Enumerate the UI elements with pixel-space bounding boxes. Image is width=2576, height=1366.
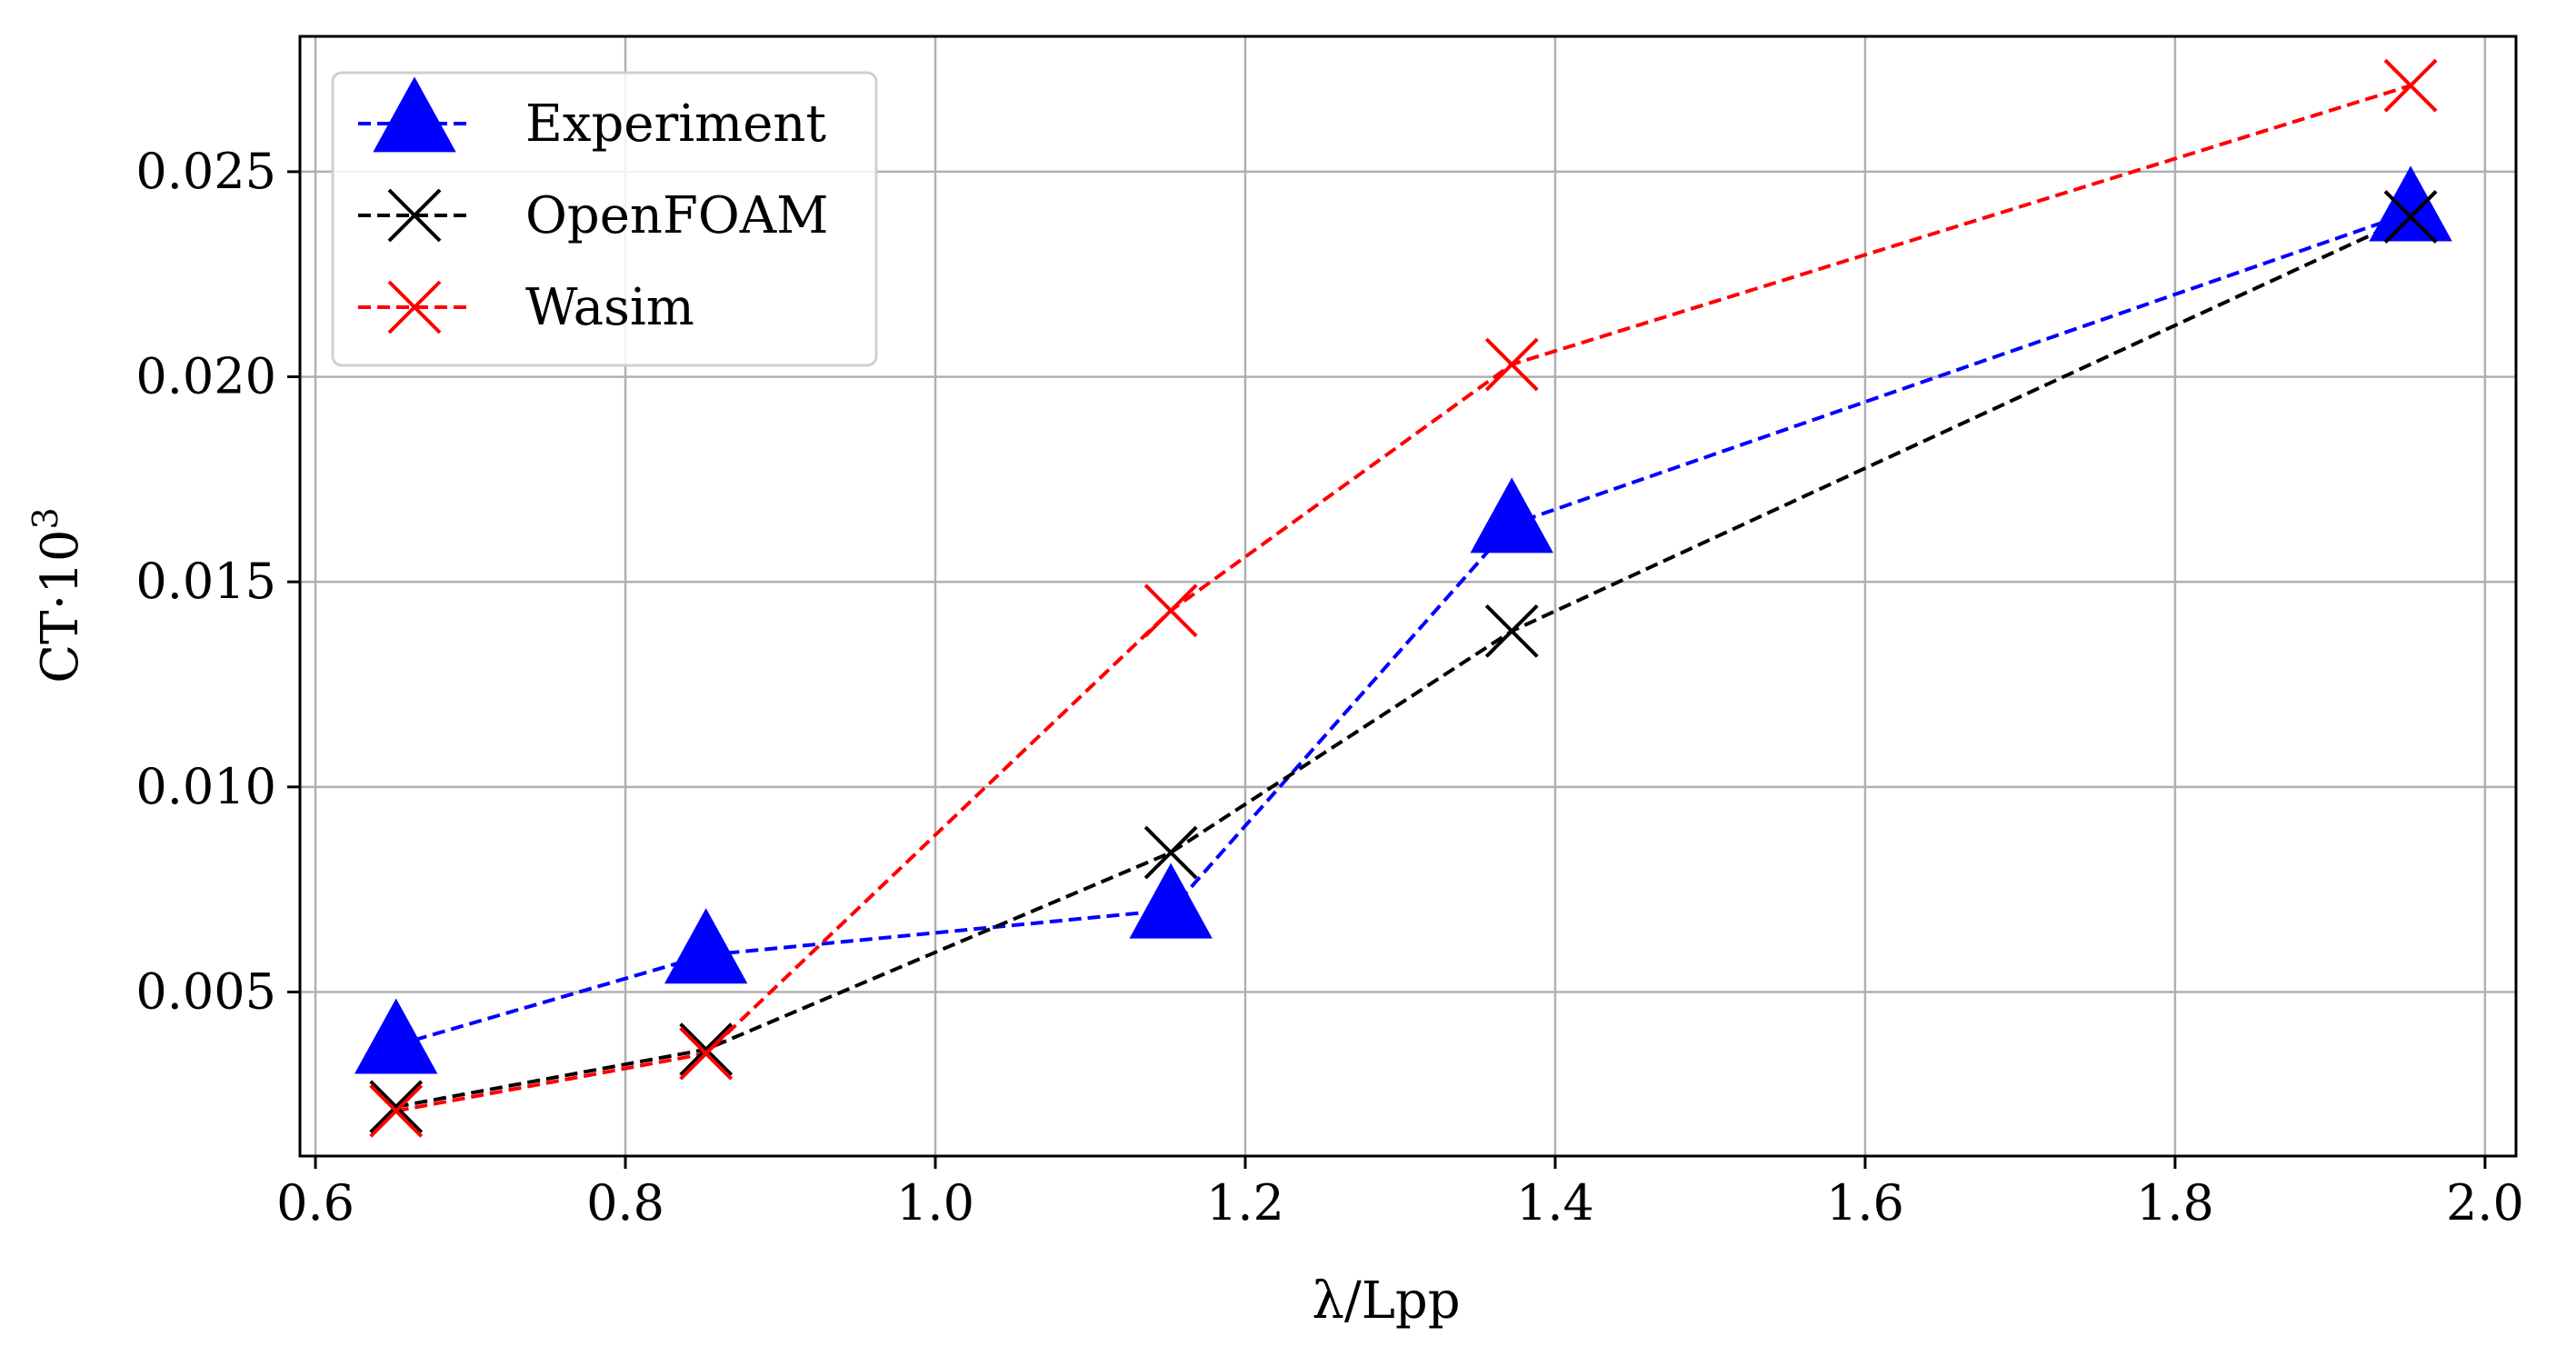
marker-openfoam: [369, 1080, 424, 1134]
y-tick-label: 0.020: [135, 348, 276, 405]
y-axis-label-exponent: 3: [25, 507, 65, 529]
marker-openfoam: [1143, 825, 1198, 880]
y-axis-ticks: 0.005 0.010 0.015 0.020 0.025: [135, 143, 300, 1020]
marker-experiment: [354, 998, 438, 1074]
y-tick-label: 0.005: [135, 962, 276, 1020]
series-markers: [354, 58, 2452, 1138]
legend-marker-wasim: [387, 280, 442, 334]
marker-wasim: [1143, 583, 1198, 638]
marker-wasim: [369, 1083, 424, 1138]
plot-frame: [298, 35, 2518, 1158]
x-axis-label: λ/Lpp: [1312, 1271, 1460, 1331]
legend-marker-openfoam: [387, 188, 442, 243]
legend-marker-experiment: [373, 76, 456, 153]
marker-experiment: [2369, 165, 2452, 242]
marker-openfoam: [1484, 603, 1539, 658]
legend-label-wasim: Wasim: [525, 278, 694, 337]
legend: Experiment OpenFOAM Wasim: [331, 71, 878, 367]
y-axis-label: CT·103: [25, 507, 90, 683]
legend-box: [331, 71, 878, 367]
x-tick-label: 0.6: [276, 1174, 354, 1231]
x-axis-ticks: 0.6 0.8 1.0 1.2 1.4 1.6 1.8 2.0: [276, 1156, 2524, 1231]
legend-label-openfoam: OpenFOAM: [525, 186, 829, 245]
x-tick-label: 1.8: [2136, 1174, 2214, 1231]
marker-wasim: [679, 1026, 734, 1081]
marker-wasim: [1484, 337, 1539, 392]
marker-experiment: [1129, 862, 1213, 939]
marker-openfoam: [2383, 190, 2438, 244]
x-tick-label: 1.0: [896, 1174, 974, 1231]
x-tick-label: 1.2: [1206, 1174, 1284, 1231]
legend-label-experiment: Experiment: [525, 95, 826, 154]
marker-experiment: [664, 908, 748, 984]
series-line-openfoam: [395, 214, 2411, 1109]
marker-wasim: [2383, 58, 2438, 113]
marker-openfoam: [679, 1022, 734, 1077]
y-tick-label: 0.010: [135, 758, 276, 815]
grid: [300, 36, 2516, 1156]
marker-experiment: [1470, 477, 1553, 553]
x-tick-label: 0.8: [586, 1174, 664, 1231]
y-tick-label: 0.015: [135, 553, 276, 610]
x-tick-label: 1.4: [1516, 1174, 1594, 1231]
y-axis-label-base: CT·10: [31, 529, 90, 683]
y-tick-label: 0.025: [135, 143, 276, 200]
x-tick-label: 2.0: [2446, 1174, 2524, 1231]
x-tick-label: 1.6: [1826, 1174, 1904, 1231]
